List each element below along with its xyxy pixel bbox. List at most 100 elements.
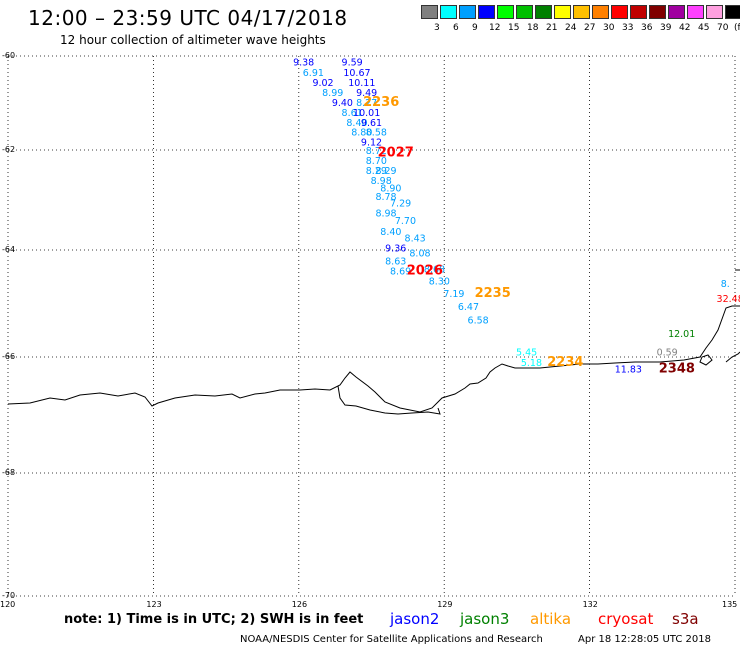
satellite-s3a: s3a bbox=[672, 610, 699, 628]
wave-height-label: 0.59 bbox=[657, 348, 678, 359]
map-title: 12:00 – 23:59 UTC 04/17/2018 bbox=[28, 6, 348, 30]
legend-label: 27 bbox=[584, 23, 596, 33]
wave-height-label: 11.83 bbox=[615, 365, 642, 376]
legend-swatch bbox=[535, 5, 552, 19]
wave-height-label: 8.78 bbox=[375, 192, 396, 203]
legend-swatch bbox=[421, 5, 438, 19]
pass-time-label: 2236 bbox=[363, 95, 399, 110]
wave-height-label: 8.08 bbox=[409, 249, 430, 260]
wave-height-label: 9.36 bbox=[385, 244, 406, 255]
legend-swatch bbox=[478, 5, 495, 19]
wave-height-label: 10.67 bbox=[343, 68, 370, 79]
legend-label: 3 bbox=[434, 23, 440, 33]
satellite-cryosat: cryosat bbox=[598, 610, 654, 628]
coastline-main bbox=[7, 305, 740, 413]
wave-height-label: 8.69 bbox=[390, 266, 411, 277]
legend-swatch bbox=[592, 5, 609, 19]
pass-time-label: 2027 bbox=[378, 146, 414, 161]
latitude-label: -68 bbox=[2, 468, 16, 477]
latitude-label: -70 bbox=[2, 591, 16, 600]
wave-height-label: 8.70 bbox=[366, 156, 387, 167]
legend-label: 36 bbox=[641, 23, 653, 33]
longitude-label: 135 bbox=[722, 600, 738, 609]
legend-label: 21 bbox=[546, 23, 558, 33]
legend-label: 42 bbox=[679, 23, 691, 33]
legend-swatch bbox=[516, 5, 533, 19]
legend-swatch bbox=[649, 5, 666, 19]
legend-swatch bbox=[573, 5, 590, 19]
legend-swatch bbox=[554, 5, 571, 19]
longitude-label: 123 bbox=[146, 600, 162, 609]
credit-line: NOAA/NESDIS Center for Satellite Applica… bbox=[240, 634, 543, 645]
wave-height-label: 8.72 bbox=[366, 146, 387, 157]
wave-height-label: 9.40 bbox=[332, 98, 353, 109]
wave-height-label: 6.47 bbox=[458, 302, 479, 313]
legend-label: 39 bbox=[660, 23, 672, 33]
legend-label: 33 bbox=[622, 23, 634, 33]
wave-height-label: 5.45 bbox=[516, 348, 537, 359]
legend-swatch bbox=[440, 5, 457, 19]
pass-time-label: 2234 bbox=[547, 355, 583, 370]
wave-height-label: 32.48 bbox=[717, 294, 740, 305]
legend-swatch bbox=[668, 5, 685, 19]
wave-height-label: 7.29 bbox=[390, 199, 411, 210]
wave-height-label: 9.49 bbox=[356, 88, 377, 99]
wave-height-label: 8.68 bbox=[424, 265, 445, 276]
wave-height-label: 8.90 bbox=[380, 184, 401, 195]
longitude-label: 129 bbox=[437, 600, 453, 609]
wave-height-label: 8.30 bbox=[429, 276, 450, 287]
wave-height-label: 12.01 bbox=[668, 329, 695, 340]
legend-swatch bbox=[687, 5, 704, 19]
wave-height-label: 7.19 bbox=[443, 289, 464, 300]
latitude-label: -64 bbox=[2, 245, 16, 254]
legend-label: (ft) bbox=[734, 23, 740, 33]
legend-label: 45 bbox=[698, 23, 710, 33]
legend-swatch bbox=[630, 5, 647, 19]
legend-label: 30 bbox=[603, 23, 615, 33]
wave-height-label: 8.63 bbox=[385, 257, 406, 268]
legend-label: 6 bbox=[453, 23, 459, 33]
wave-height-label: 9.61 bbox=[361, 118, 382, 129]
legend-swatch bbox=[706, 5, 723, 19]
wave-height-label: 8. bbox=[721, 279, 730, 290]
wave-height-label: 8.80 bbox=[351, 128, 372, 139]
wave-height-label: 8.58 bbox=[366, 128, 387, 139]
wave-height-label: 8.99 bbox=[322, 88, 343, 99]
latitude-label: -66 bbox=[2, 352, 16, 361]
pass-time-label: 2235 bbox=[475, 286, 511, 301]
wave-height-label: 8.40 bbox=[346, 118, 367, 129]
wave-height-label: 8.43 bbox=[405, 234, 426, 245]
wave-height-label: 9.12 bbox=[361, 138, 382, 149]
legend-swatch bbox=[459, 5, 476, 19]
wave-height-label: 6.91 bbox=[303, 68, 324, 79]
wave-height-label: 8.27 bbox=[356, 98, 377, 109]
legend-swatch bbox=[725, 5, 740, 19]
legend-swatch bbox=[611, 5, 628, 19]
coastline-island bbox=[699, 354, 713, 366]
wave-observations: 9.38 9.596.91 10.679.02 10.118.99 9.499.40 8.… bbox=[293, 58, 740, 377]
legend-label: 15 bbox=[508, 23, 520, 33]
legend-label: 12 bbox=[489, 23, 501, 33]
longitude-label: 132 bbox=[582, 600, 598, 609]
wave-height-label: 8.40 bbox=[380, 227, 401, 238]
wave-height-label: 8.98 bbox=[375, 209, 396, 220]
longitude-label: 126 bbox=[291, 600, 308, 609]
satellite-altika: altika bbox=[530, 610, 572, 628]
latitude-label: -62 bbox=[2, 145, 16, 154]
pass-time-label: 2348 bbox=[659, 362, 695, 377]
wave-height-label: 10.01 bbox=[353, 108, 380, 119]
wave-height-label: 10.11 bbox=[348, 78, 375, 89]
wave-height-label: 7.70 bbox=[395, 216, 416, 227]
map-subtitle: 12 hour collection of altimeter wave hei… bbox=[60, 33, 326, 47]
footer-note: note: 1) Time is in UTC; 2) SWH is in fe… bbox=[64, 612, 364, 627]
wave-height-label: 8.98 bbox=[371, 176, 392, 187]
legend-label: 18 bbox=[527, 23, 539, 33]
legend-swatch bbox=[497, 5, 514, 19]
latitude-label: -60 bbox=[2, 51, 16, 60]
wave-height-label: 8.29 bbox=[375, 166, 396, 177]
longitude-label: 120 bbox=[0, 600, 16, 609]
satellite-jason3: jason3 bbox=[460, 610, 510, 628]
coastline-east bbox=[725, 351, 740, 363]
